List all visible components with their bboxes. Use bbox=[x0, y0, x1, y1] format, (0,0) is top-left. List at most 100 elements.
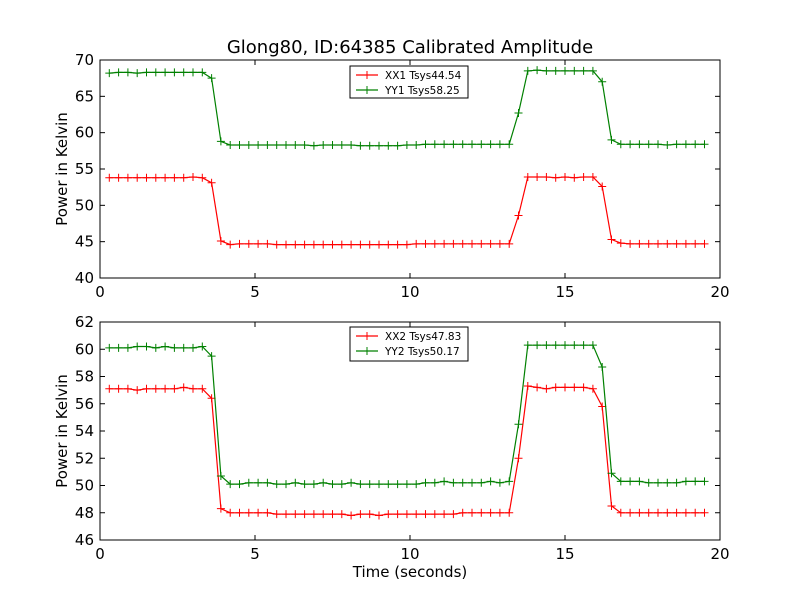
data-point bbox=[142, 68, 151, 77]
data-point bbox=[430, 510, 439, 519]
data-point bbox=[114, 343, 123, 352]
legend-entry: YY1 Tsys58.25 bbox=[384, 85, 460, 97]
data-point bbox=[114, 384, 123, 393]
data-point bbox=[189, 384, 197, 393]
data-point bbox=[393, 510, 402, 519]
y-tick-label: 40 bbox=[75, 269, 94, 287]
data-point bbox=[533, 172, 542, 181]
data-point bbox=[161, 342, 170, 351]
data-point bbox=[440, 510, 449, 519]
data-point bbox=[588, 384, 597, 393]
data-point bbox=[375, 240, 383, 249]
data-point bbox=[533, 341, 542, 350]
data-point bbox=[328, 141, 337, 150]
data-point bbox=[626, 477, 635, 486]
data-point bbox=[533, 66, 542, 75]
data-point bbox=[235, 508, 244, 517]
data-point bbox=[226, 480, 235, 489]
legend-entry: XX1 Tsys44.54 bbox=[385, 70, 462, 82]
data-point bbox=[486, 140, 495, 149]
data-point bbox=[347, 141, 356, 150]
data-point bbox=[309, 141, 318, 150]
data-point bbox=[300, 141, 309, 150]
data-point bbox=[151, 68, 160, 77]
data-point bbox=[105, 343, 114, 352]
data-point bbox=[561, 66, 569, 75]
data-point bbox=[458, 508, 467, 517]
data-point bbox=[486, 508, 495, 517]
y-tick-label: 58 bbox=[75, 368, 94, 386]
data-point bbox=[458, 478, 467, 487]
legend-marker bbox=[363, 86, 371, 94]
data-point bbox=[700, 140, 709, 149]
data-point bbox=[393, 240, 402, 249]
data-point bbox=[235, 239, 244, 248]
data-point bbox=[616, 239, 625, 248]
data-point bbox=[607, 469, 616, 478]
data-point bbox=[365, 240, 374, 249]
data-point bbox=[700, 239, 709, 248]
y-tick-label: 45 bbox=[75, 233, 94, 251]
x-tick-label: 20 bbox=[710, 283, 729, 301]
legend-box bbox=[349, 65, 469, 99]
data-point bbox=[337, 141, 346, 150]
data-point bbox=[598, 402, 607, 411]
data-point bbox=[142, 384, 151, 393]
data-point bbox=[616, 477, 625, 486]
data-point bbox=[337, 480, 346, 489]
data-point bbox=[347, 511, 356, 520]
data-point bbox=[235, 480, 244, 489]
data-point bbox=[449, 140, 458, 149]
data-point bbox=[495, 239, 504, 248]
data-point bbox=[579, 341, 588, 350]
data-point bbox=[402, 240, 411, 249]
data-point bbox=[263, 478, 272, 487]
x-tick-label: 15 bbox=[555, 545, 574, 563]
data-point bbox=[161, 68, 170, 77]
data-point bbox=[282, 141, 290, 150]
y-tick-label: 70 bbox=[75, 51, 94, 69]
data-point bbox=[384, 510, 393, 519]
data-point bbox=[654, 239, 662, 248]
data-point bbox=[207, 352, 216, 361]
data-point bbox=[579, 383, 588, 392]
data-point bbox=[421, 478, 430, 487]
data-point bbox=[588, 172, 597, 181]
data-point bbox=[616, 140, 625, 149]
data-point bbox=[523, 172, 532, 181]
legend-marker bbox=[363, 71, 371, 79]
data-point bbox=[607, 235, 616, 244]
data-point bbox=[319, 510, 328, 519]
data-point bbox=[375, 511, 383, 520]
data-point bbox=[254, 508, 263, 517]
data-point bbox=[151, 384, 160, 393]
data-point bbox=[616, 508, 625, 517]
data-point bbox=[551, 383, 560, 392]
data-point bbox=[598, 77, 607, 86]
data-point bbox=[430, 239, 439, 248]
data-point bbox=[672, 508, 681, 517]
data-point bbox=[170, 173, 179, 182]
data-point bbox=[263, 141, 272, 150]
data-point bbox=[198, 384, 207, 393]
data-point bbox=[626, 508, 635, 517]
data-point bbox=[123, 173, 132, 182]
data-point bbox=[365, 141, 374, 150]
data-point bbox=[477, 239, 486, 248]
data-point bbox=[244, 508, 253, 517]
data-point bbox=[356, 510, 365, 519]
data-point bbox=[226, 141, 235, 150]
data-point bbox=[254, 239, 263, 248]
data-point bbox=[542, 384, 551, 393]
data-point bbox=[365, 510, 374, 519]
data-point bbox=[663, 239, 672, 248]
data-point bbox=[402, 510, 411, 519]
data-point bbox=[244, 478, 253, 487]
data-point bbox=[300, 510, 309, 519]
y-tick-label: 62 bbox=[75, 313, 94, 331]
data-point bbox=[337, 240, 346, 249]
data-point bbox=[384, 480, 393, 489]
data-point bbox=[133, 342, 142, 351]
data-point bbox=[356, 141, 365, 150]
data-point bbox=[681, 140, 690, 149]
